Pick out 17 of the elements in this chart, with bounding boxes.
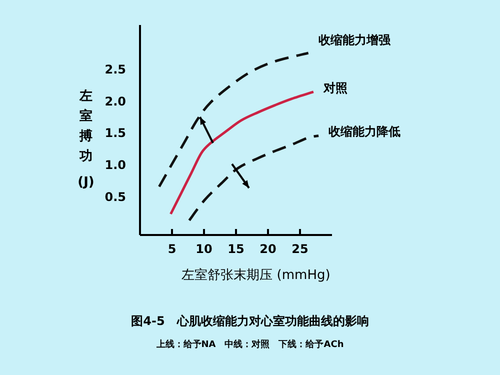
x-tick-label: 15 xyxy=(228,242,244,256)
series-label: 收缩能力增强 xyxy=(318,33,392,47)
y-tick-label: 2.5 xyxy=(104,62,126,77)
x-axis-title: 左室舒张末期压 (mmHg) xyxy=(182,267,330,283)
x-tick-label: 10 xyxy=(196,242,212,256)
y-tick-label: 2.0 xyxy=(104,94,126,108)
y-tick-label: 1.0 xyxy=(104,158,126,172)
y-axis-title: 左室搏功 (J) xyxy=(78,89,94,190)
caption: 图4-5 心肌收缩能力对心室功能曲线的影响 xyxy=(131,314,369,328)
y-tick-label: 1.5 xyxy=(104,126,126,140)
y-tick-label: 0.5 xyxy=(104,190,126,204)
series-label: 对照 xyxy=(322,80,348,95)
series-label: 收缩能力降低 xyxy=(328,124,401,139)
x-tick-label: 25 xyxy=(292,242,308,256)
x-tick-label: 5 xyxy=(168,242,176,256)
text: 上线：给予NA 中线：对照 下线：给予ACh xyxy=(155,339,344,350)
x-tick-label: 20 xyxy=(260,242,276,256)
